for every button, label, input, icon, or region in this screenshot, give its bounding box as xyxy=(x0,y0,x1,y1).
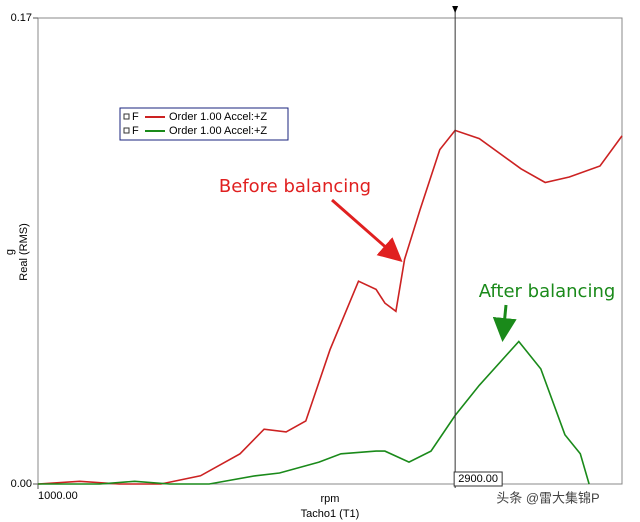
annotation: After balancing xyxy=(479,281,616,302)
series-line xyxy=(38,340,590,485)
legend-channel: F xyxy=(132,111,139,123)
legend-box xyxy=(119,107,289,141)
y-tick-label: 0.00 xyxy=(11,478,32,490)
x-axis-label: Tacho1 (T1) xyxy=(301,508,360,520)
legend-checkbox xyxy=(123,113,130,120)
y-tick-label: 0.17 xyxy=(11,12,32,24)
legend-label: Order 1.00 Accel:+Z xyxy=(169,125,267,137)
annotation-arrow xyxy=(492,304,517,342)
x-axis-unit: rpm xyxy=(321,493,340,505)
watermark: 头条 @雷大集锦P xyxy=(496,490,599,505)
x-tick-label: 1000.00 xyxy=(38,490,78,502)
annotation-arrow xyxy=(331,198,403,262)
legend-checkbox xyxy=(123,127,130,134)
y-axis-label: Real (RMS) xyxy=(18,223,30,280)
cursor-marker xyxy=(452,6,459,13)
series-line xyxy=(37,129,623,485)
legend-channel: F xyxy=(132,125,139,137)
cursor-label-box xyxy=(453,471,503,487)
y-axis-unit: g xyxy=(4,249,16,255)
legend-label: Order 1.00 Accel:+Z xyxy=(169,111,267,123)
cursor-label: 2900.00 xyxy=(458,473,498,485)
plot-frame xyxy=(37,17,623,485)
legend: F Order 1.00 Accel:+Z F Order 1.00 Accel:+Z xyxy=(119,107,289,141)
annotation: Before balancing xyxy=(219,176,371,197)
